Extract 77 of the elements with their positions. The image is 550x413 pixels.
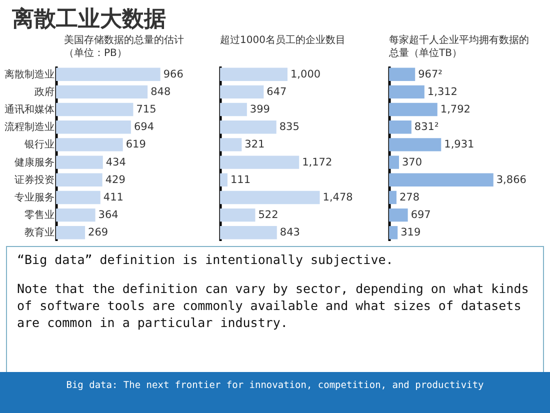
data-label: 434 [106, 156, 126, 168]
bar [56, 68, 160, 81]
bar [220, 156, 300, 169]
y-tick-label: 流程制造业 [4, 121, 54, 134]
data-label: 278 [400, 191, 420, 204]
data-label: 715 [136, 104, 156, 116]
text: Note that the definition can vary by sector, depending on what kinds of software tools are commonly available and what sizes of datasets are common in a particular industry. [17, 280, 530, 331]
y-tick-label: 政府 [34, 86, 54, 98]
bar [389, 68, 416, 81]
data-label: 1,931 [444, 138, 474, 151]
data-label: 694 [134, 121, 154, 134]
bar [220, 226, 277, 240]
bar [220, 208, 256, 222]
bar [389, 190, 397, 204]
y-tick-label: 证券投资 [14, 174, 54, 186]
data-label: 1,478 [322, 191, 353, 204]
bar [220, 120, 276, 134]
bar [56, 173, 102, 186]
data-label: 370 [402, 156, 422, 168]
bar [56, 138, 123, 152]
y-tick-label: 健康服务 [14, 156, 54, 168]
text: “Big data” definition is intentionally subjective. [17, 251, 394, 268]
bar [220, 173, 228, 186]
bar [56, 156, 103, 169]
data-label: 321 [244, 138, 265, 151]
y-tick-label: 银行业 [24, 138, 54, 151]
bar [389, 102, 438, 116]
data-label: 319 [400, 226, 421, 239]
bar [220, 102, 247, 116]
data-label: 522 [258, 209, 278, 222]
data-label: 835 [279, 121, 300, 134]
data-label: 1,000 [290, 68, 321, 80]
bar [389, 208, 408, 222]
chart-subtitle: 美国存储数据的总量的估计（单位：PB） [64, 34, 185, 61]
y-tick-label: 专业服务 [14, 191, 54, 204]
bar [56, 85, 148, 99]
data-label: 848 [150, 86, 171, 98]
chart-title: 离散工业大数据 [11, 6, 167, 34]
data-label: 3,866 [496, 174, 527, 186]
bar [389, 173, 494, 186]
bar [389, 226, 398, 240]
y-tick-label: 离散制造业 [4, 68, 54, 80]
bar [56, 208, 96, 222]
data-label: 1,172 [302, 156, 332, 168]
bar [389, 85, 424, 99]
y-tick-label: 教育业 [24, 226, 54, 239]
data-label: 647 [266, 86, 287, 98]
data-label: 411 [103, 191, 124, 204]
data-label: 967² [418, 68, 442, 80]
bar [56, 120, 131, 134]
y-tick-label: 零售业 [24, 209, 54, 222]
data-label: 1,312 [427, 86, 458, 98]
bar [56, 226, 86, 240]
y-tick-label: 通讯和媒体 [4, 104, 54, 116]
data-label: 399 [250, 104, 270, 116]
bar [220, 138, 242, 152]
data-label: 429 [105, 174, 126, 186]
bar [389, 156, 399, 169]
bar [220, 85, 264, 99]
data-label: 111 [230, 174, 251, 186]
data-label: 619 [126, 138, 146, 151]
data-label: 1,792 [440, 104, 470, 116]
data-label: 843 [280, 226, 300, 239]
chart-subtitle: 每家超千人企业平均拥有数据的总量（单位TB） [389, 34, 529, 61]
bar [389, 120, 412, 134]
bar [220, 68, 288, 81]
data-label: 364 [98, 209, 119, 222]
data-label: 269 [88, 226, 108, 239]
data-label: 966 [163, 68, 184, 80]
data-label: 831² [414, 121, 439, 134]
bar [56, 190, 100, 204]
data-label: 697 [410, 209, 431, 222]
bar [220, 190, 320, 204]
chart-subtitle: 超过1000名员工的企业数目 [220, 34, 346, 48]
text: Big data: The next frontier for innovation, competition, and productivity [0, 372, 550, 413]
bar [56, 102, 134, 116]
bar [389, 138, 442, 152]
